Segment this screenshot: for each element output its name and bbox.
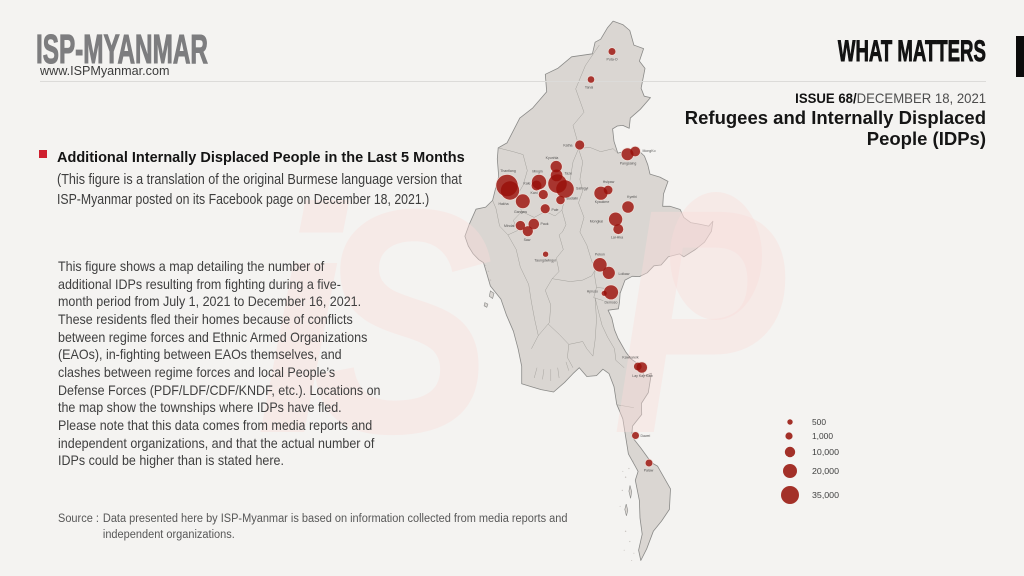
svg-text:Mingin: Mingin — [532, 170, 542, 174]
svg-text:Kale: Kale — [523, 181, 530, 185]
svg-text:P: P — [612, 142, 786, 500]
svg-text:Kyethi: Kyethi — [627, 195, 637, 199]
svg-text:Salingyi: Salingyi — [576, 187, 588, 191]
svg-text:Lai-Hka: Lai-Hka — [611, 235, 623, 239]
svg-text:S: S — [312, 142, 495, 500]
svg-text:500: 500 — [812, 418, 827, 427]
svg-text:Kyunhla: Kyunhla — [546, 156, 559, 160]
svg-text:Mindat: Mindat — [504, 224, 515, 228]
svg-text:35,000: 35,000 — [812, 491, 840, 500]
svg-text:Hakha: Hakha — [498, 202, 508, 206]
svg-text:20,000: 20,000 — [812, 467, 840, 476]
svg-text:Demoso: Demoso — [604, 301, 617, 305]
svg-text:Pauk: Pauk — [541, 222, 549, 226]
svg-text:Taze: Taze — [565, 171, 572, 175]
svg-text:Mongkai: Mongkai — [590, 219, 603, 223]
svg-text:Saw: Saw — [524, 238, 531, 242]
svg-text:Thantlang: Thantlang — [500, 169, 516, 173]
svg-text:Taungdwingyi: Taungdwingyi — [534, 259, 555, 263]
svg-text:Loikaw: Loikaw — [619, 272, 630, 276]
svg-text:Kawkareik: Kawkareik — [622, 355, 638, 359]
svg-text:Hsipaw: Hsipaw — [603, 180, 615, 184]
svg-text:Tanai: Tanai — [585, 86, 594, 90]
svg-text:Puta-O: Puta-O — [606, 58, 617, 62]
svg-text:1,000: 1,000 — [812, 432, 834, 441]
svg-text:Hpruso: Hpruso — [587, 289, 598, 293]
svg-text:Pekon: Pekon — [595, 253, 605, 257]
svg-text:MongKo: MongKo — [643, 149, 656, 153]
svg-text:i: i — [255, 142, 350, 500]
svg-text:Kyaukme: Kyaukme — [595, 200, 610, 204]
svg-text:Kani: Kani — [530, 191, 537, 195]
svg-text:Budalin: Budalin — [567, 197, 579, 201]
svg-text:Dawei: Dawei — [641, 434, 651, 438]
svg-text:10,000: 10,000 — [812, 448, 840, 457]
svg-text:Gangaw: Gangaw — [514, 210, 528, 214]
svg-text:Pangsaing: Pangsaing — [620, 162, 637, 166]
svg-text:Lay Kay Kaw: Lay Kay Kaw — [632, 374, 653, 378]
svg-text:Pale: Pale — [552, 208, 559, 212]
svg-text:Katha: Katha — [563, 143, 572, 147]
svg-text:Palaw: Palaw — [644, 469, 654, 473]
